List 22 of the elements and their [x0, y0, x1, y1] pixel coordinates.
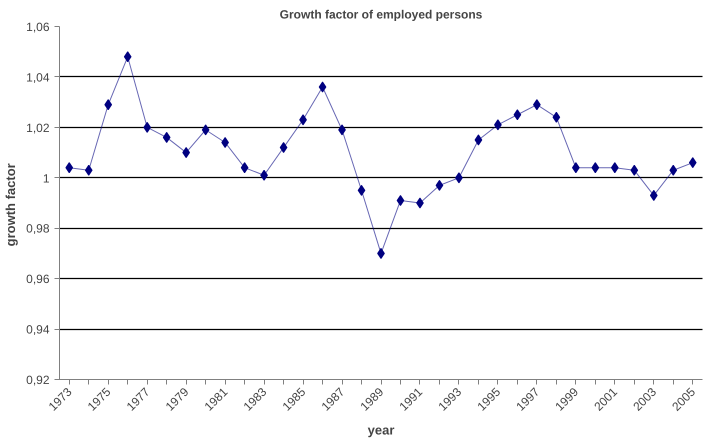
point: [65, 162, 74, 174]
y-tick-label: 1,06: [26, 20, 50, 34]
chart-title: Growth factor of employed persons: [280, 8, 483, 22]
point: [610, 162, 619, 174]
point: [124, 51, 132, 62]
y-tick-label: 1,02: [26, 120, 50, 135]
point: [143, 122, 152, 133]
point: [669, 164, 678, 176]
y-tick-label: 1,04: [26, 70, 50, 84]
x-axis-title: year: [368, 422, 394, 438]
y-tick-label: 0,98: [26, 222, 50, 236]
point: [630, 164, 638, 176]
point: [104, 99, 112, 110]
point: [84, 164, 93, 176]
point: [416, 198, 424, 208]
y-tick-label: 0,96: [26, 272, 50, 286]
y-tick-label: 0,94: [26, 322, 50, 337]
point: [688, 157, 697, 168]
y-tick-label: 0,92: [26, 373, 50, 387]
y-axis-title: growth factor: [3, 163, 18, 246]
y-tick-label: 1: [42, 171, 50, 186]
point: [650, 190, 658, 201]
